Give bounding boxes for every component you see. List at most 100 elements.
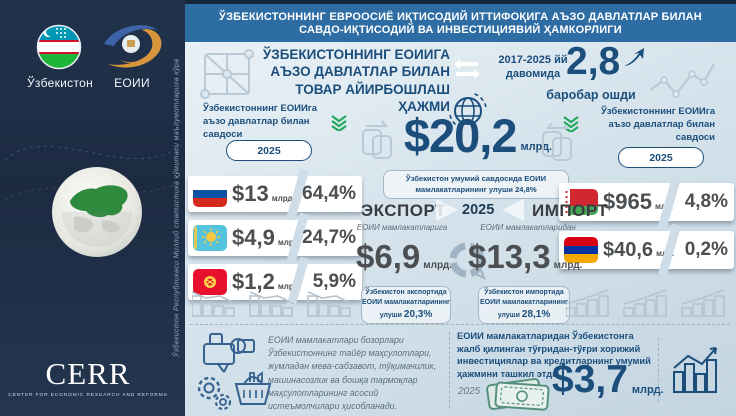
growth-value: 2,8	[566, 40, 621, 83]
table-row-kyrgyzstan: $1,2 млрд. 5,9%	[188, 256, 362, 310]
bars-rising-icon	[566, 289, 725, 317]
flag-armenia-icon	[564, 237, 598, 263]
cerr-logo-text: CERR	[45, 356, 131, 391]
table-row-russia: $13 млрд. 64,4%	[188, 168, 362, 222]
total-value: $20,2	[403, 109, 518, 162]
country-value: $965	[603, 189, 652, 214]
investment-note: ЕОИИ мамлакатларидан Ўзбекистонга жалб қ…	[457, 331, 651, 379]
page-title-line1: ЎЗБЕКИСТОННИНГ ЕВРООСИЁ ИҚТИСОДИЙ ИТТИФО…	[219, 10, 702, 23]
country-share: 24,7%	[302, 227, 356, 248]
total-trade-value: $20,2 млрд.	[378, 112, 578, 159]
export-value-block: $6,9 млрд.	[356, 240, 452, 273]
trade-title-line2: АЪЗО ДАВЛАТЛАР БИЛАН	[270, 64, 450, 80]
swap-icon	[454, 59, 480, 79]
cerr-logo: CERR CENTER FOR ECONOMIC RESEARCH AND RE…	[0, 356, 176, 398]
eaeu-logo-icon	[104, 25, 162, 68]
import-sublabel: ЕОИИ мамлакатларидан	[480, 223, 576, 232]
investment-unit: млрд.	[631, 384, 664, 396]
consumers-note: ЕОИИ мамлакатлари бозорлари Ўзбекистонни…	[268, 335, 437, 411]
import-note-prefix: улуши	[497, 311, 522, 319]
growth-period-line1: 2017-2025 йй	[498, 54, 568, 66]
export-unit: млрд.	[423, 260, 452, 271]
basket-icon	[234, 371, 272, 405]
arrow-left-icon	[502, 199, 524, 221]
gears-icon	[197, 376, 232, 411]
country-value: $40,6	[603, 239, 654, 261]
left-year-pill: 2025	[226, 140, 312, 161]
import-value-block: $13,3 млрд.	[468, 240, 582, 273]
export-label: ЭКСПОРТ	[361, 201, 446, 220]
growth-caption: баробар ошди	[546, 88, 636, 102]
flag-russia-icon	[193, 181, 227, 207]
import-share-note: Ўзбекистон импортида ЕОИИ мамлакатларини…	[478, 286, 570, 324]
investment-year: 2025	[458, 386, 481, 397]
trend-up-icon	[624, 48, 644, 66]
import-value: $13,3	[468, 238, 551, 275]
uzbekistan-label: Ўзбекистон	[26, 76, 94, 90]
package-icon	[542, 122, 572, 161]
chevrons-down-icon	[331, 115, 347, 131]
network-icon	[200, 49, 254, 99]
money-icon	[486, 378, 550, 411]
import-note-line1: Ўзбекистон импортида	[484, 289, 564, 297]
trade-title-line1: ЎЗБЕКИСТОННИНГ ЕОИИГА	[262, 47, 450, 62]
growth-period-line2: давомида	[505, 68, 561, 81]
trade-title-line3: ТОВАР АЙИРБОШЛАШ	[295, 81, 450, 97]
center-year: 2025	[462, 202, 495, 218]
total-share-value: 24,8%	[515, 184, 537, 194]
total-share-prefix: мамлакатларининг улуши	[415, 184, 516, 194]
bars-declining-icon	[192, 291, 353, 317]
flag-belarus-icon	[564, 189, 598, 215]
import-share-value: 28,1%	[521, 308, 551, 320]
import-unit: млрд.	[553, 260, 583, 271]
export-value: $6,9	[356, 238, 421, 275]
globe-icon	[449, 92, 487, 130]
import-label: ИМПОРТ	[532, 201, 609, 220]
bar-chart-icon	[673, 347, 717, 393]
country-value: $1,2	[232, 269, 275, 294]
export-note-line1: Ўзбекистон экспортида	[365, 289, 447, 297]
flag-kazakhstan-icon	[193, 225, 227, 251]
table-row-belarus: $965млн. 4,8%	[559, 175, 734, 229]
total-share-note: Ўзбекистон умумий савдосида ЕОИИ мамлака…	[383, 170, 569, 199]
horizontal-divider	[190, 324, 730, 325]
donut-chart-icon	[449, 242, 486, 281]
machine-icon	[203, 333, 255, 373]
investment-value: $3,7	[552, 358, 628, 401]
country-share: 64,4%	[302, 183, 356, 204]
arrow-right-icon	[436, 199, 458, 221]
total-share-line1: Ўзбекистон умумий савдосида ЕОИИ	[405, 174, 547, 184]
eaeu-label: ЕОИИ	[114, 76, 150, 90]
country-share: 5,9%	[312, 271, 356, 292]
export-note-line2: ЕОИИ мамлакатларининг	[362, 299, 450, 306]
country-unit: млрд.	[277, 238, 301, 247]
export-sublabel: ЕОИИ мамлакатларига	[356, 223, 448, 232]
cerr-logo-subtitle: CENTER FOR ECONOMIC RESEARCH AND REFORMS	[8, 393, 168, 398]
dashed-routes-decoration	[4, 144, 183, 201]
table-row-kazakhstan: $4,9 млрд. 24,7%	[188, 212, 362, 266]
country-share: 0,2%	[684, 239, 728, 260]
flag-kyrgyzstan-icon	[193, 269, 227, 295]
page-title: ЎЗБЕКИСТОННИНГ ЕВРООСИЁ ИҚТИСОДИЙ ИТТИФО…	[185, 4, 736, 42]
vertical-divider	[658, 338, 659, 402]
uzbekistan-flag-icon	[36, 24, 82, 70]
export-share-value: 20,3%	[403, 308, 433, 320]
import-note-line2: ЕОИИ мамлакатларининг	[480, 299, 568, 306]
total-unit: млрд.	[520, 141, 553, 153]
total-share-line2: мамлакатларининг улуши 24,8%	[384, 185, 568, 195]
export-note-prefix: улуши	[379, 311, 404, 319]
vertical-divider	[449, 332, 450, 408]
page-title-line2: САВДО-ИҚТИСОДИЙ ВА ИНВЕСТИЦИЯВИЙ ҲАМКОРЛ…	[299, 23, 622, 36]
table-row-armenia: $40,6млн. 0,2%	[559, 223, 734, 277]
source-note: Ўзбекистон Республикаси Миллий статистик…	[173, 58, 181, 358]
export-note-line3: улуши 20,3%	[362, 308, 450, 322]
country-share: 4,8%	[684, 191, 728, 212]
left-trade-label: Ўзбекистоннинг ЕОИИга аъзо давлатлар бил…	[203, 103, 318, 140]
export-share-note: Ўзбекистон экспортида ЕОИИ мамлакатларин…	[361, 286, 451, 324]
growth-period: 2017-2025 йй давомида	[495, 53, 571, 82]
country-value: $13	[232, 181, 269, 206]
globe-eaeu-map	[52, 167, 142, 257]
trade-volume-title: ЎЗБЕКИСТОННИНГ ЕОИИГА АЪЗО ДАВЛАТЛАР БИЛ…	[250, 46, 450, 115]
country-unit: млрд.	[277, 282, 301, 291]
